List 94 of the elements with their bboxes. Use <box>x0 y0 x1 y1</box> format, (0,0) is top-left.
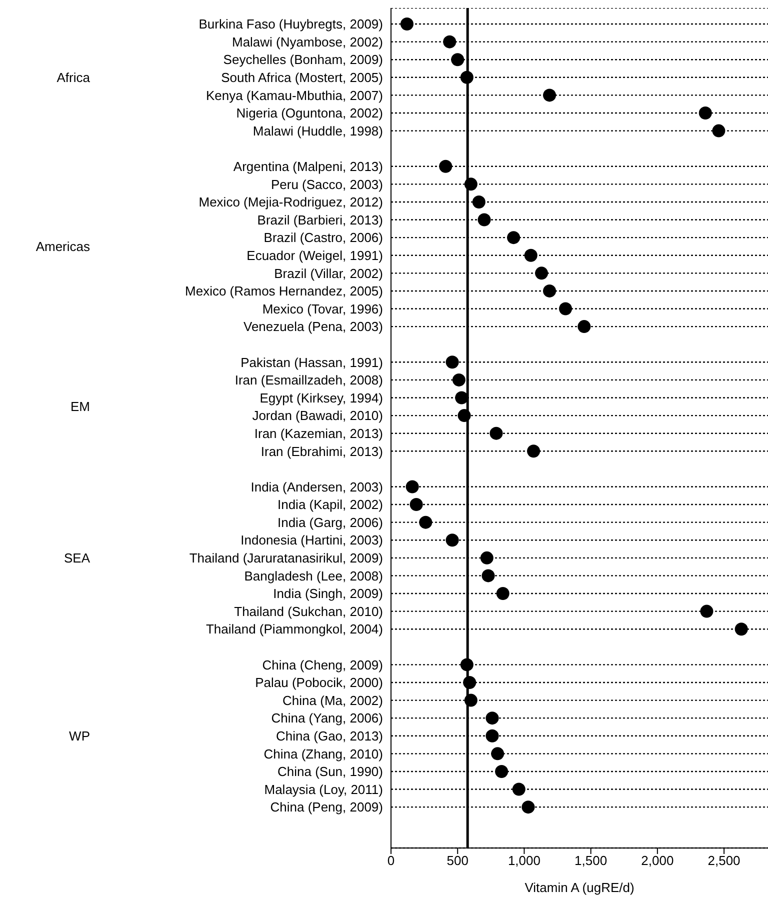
point <box>490 426 503 440</box>
y-tick-label: Iran (Ebrahimi, 2013) <box>260 444 383 459</box>
y-tick-label: Thailand (Jaruratanasirikul, 2009) <box>189 550 383 566</box>
point <box>478 213 491 226</box>
y-tick-label: Ecuador (Weigel, 1991) <box>246 248 383 263</box>
point <box>712 124 726 138</box>
point <box>419 516 432 529</box>
y-tick-label: India (Garg, 2006) <box>277 514 383 530</box>
point <box>463 676 476 689</box>
x-tick-label: 1,500 <box>574 853 608 868</box>
y-tick-label: China (Yang, 2006) <box>271 710 383 726</box>
y-tick-label: Iran (Kazemian, 2013) <box>254 426 383 441</box>
point <box>578 320 591 334</box>
point <box>464 178 478 191</box>
point <box>455 391 468 404</box>
y-tick-label: Thailand (Sukchan, 2010) <box>234 604 383 619</box>
point <box>482 569 495 582</box>
y-tick-label: Venezuela (Pena, 2003) <box>244 319 383 334</box>
y-tick-label: Burkina Faso (Huybregts, 2009) <box>198 16 383 32</box>
point <box>522 800 535 814</box>
x-axis-title: Vitamin A (ugRE/d) <box>524 880 634 895</box>
y-tick-label: Brazil (Villar, 2002) <box>274 266 383 281</box>
y-tick-label: Jordan (Bawadi, 2010) <box>252 408 383 424</box>
y-tick-label: South Africa (Mostert, 2005) <box>221 70 383 86</box>
y-tick-label: Iran (Esmaillzadeh, 2008) <box>234 372 383 388</box>
y-tick-label: Nigeria (Oguntona, 2002) <box>236 106 383 121</box>
x-tick-label: 1,000 <box>508 853 540 868</box>
y-tick-label: Bangladesh (Lee, 2008) <box>244 568 383 584</box>
point <box>700 604 714 618</box>
y-tick-label: Malawi (Nyambose, 2002) <box>232 34 383 50</box>
point <box>472 195 486 208</box>
point <box>400 18 414 31</box>
y-tick-label: China (Zhang, 2010) <box>264 746 383 762</box>
y-tick-label: China (Ma, 2002) <box>282 692 383 708</box>
y-tick-label: Brazil (Barbieri, 2013) <box>257 212 383 228</box>
y-tick-label: Mexico (Tovar, 1996) <box>262 301 383 316</box>
y-tick-label: Malaysia (Loy, 2011) <box>264 782 383 797</box>
point <box>464 694 478 707</box>
point <box>480 551 494 564</box>
y-tick-label: Peru (Sacco, 2003) <box>270 176 383 192</box>
point <box>543 88 556 102</box>
text: EM <box>70 399 90 414</box>
point <box>452 373 466 386</box>
point <box>559 302 572 316</box>
point <box>524 248 538 262</box>
point <box>527 444 540 458</box>
y-tick-label: Thailand (Piammongkol, 2004) <box>206 622 383 637</box>
text: WP <box>69 728 90 744</box>
y-tick-label: China (Gao, 2013) <box>276 728 383 744</box>
point <box>460 658 474 672</box>
x-tick-label: 500 <box>446 853 468 868</box>
y-tick-label: India (Andersen, 2003) <box>250 479 383 494</box>
x-tick-label: 0 <box>387 853 395 868</box>
y-tick-label: Indonesia (Hartini, 2003) <box>240 532 383 548</box>
y-tick-label: Pakistan (Hassan, 1991) <box>240 354 383 370</box>
point <box>451 53 464 66</box>
point <box>496 587 510 600</box>
y-tick-label: China (Cheng, 2009) <box>262 657 383 672</box>
point <box>543 284 556 298</box>
y-tick-label: Argentina (Malpeni, 2013) <box>233 159 383 174</box>
y-tick-label: Mexico (Ramos Hernandez, 2005) <box>185 284 383 299</box>
point <box>460 70 474 84</box>
y-tick-label: Kenya (Kamau-Mbuthia, 2007) <box>206 88 383 103</box>
point <box>507 231 520 244</box>
point <box>443 35 456 48</box>
y-tick-label: India (Kapil, 2002) <box>277 497 383 512</box>
point <box>410 498 423 512</box>
point <box>734 622 748 636</box>
point <box>439 160 452 173</box>
point <box>486 729 499 742</box>
text: Africa <box>56 70 91 85</box>
point <box>406 480 419 494</box>
y-tick-label: Mexico (Mejia-Rodriguez, 2012) <box>198 194 383 210</box>
y-tick-label: Malawi (Huddle, 1998) <box>252 123 383 138</box>
point <box>535 266 548 280</box>
y-tick-label: Seychelles (Bonham, 2009) <box>223 52 383 68</box>
point <box>446 356 459 369</box>
y-tick-label: China (Sun, 1990) <box>277 764 383 780</box>
point <box>486 712 499 725</box>
point <box>446 534 459 547</box>
text: Americas <box>36 239 90 254</box>
point <box>698 106 712 120</box>
text: SEA <box>64 550 90 566</box>
y-tick-label: China (Peng, 2009) <box>270 800 383 815</box>
point <box>495 764 508 778</box>
y-tick-label: Egypt (Kirksey, 1994) <box>260 390 383 406</box>
y-tick-label: India (Singh, 2009) <box>273 586 383 602</box>
point <box>491 747 504 760</box>
x-tick-label: 2,000 <box>641 853 674 868</box>
point <box>512 782 526 796</box>
x-tick-label: 2,500 <box>708 853 740 868</box>
y-tick-label: Palau (Pobocik, 2000) <box>255 675 383 690</box>
point <box>458 409 471 422</box>
y-tick-label: Brazil (Castro, 2006) <box>264 230 383 246</box>
